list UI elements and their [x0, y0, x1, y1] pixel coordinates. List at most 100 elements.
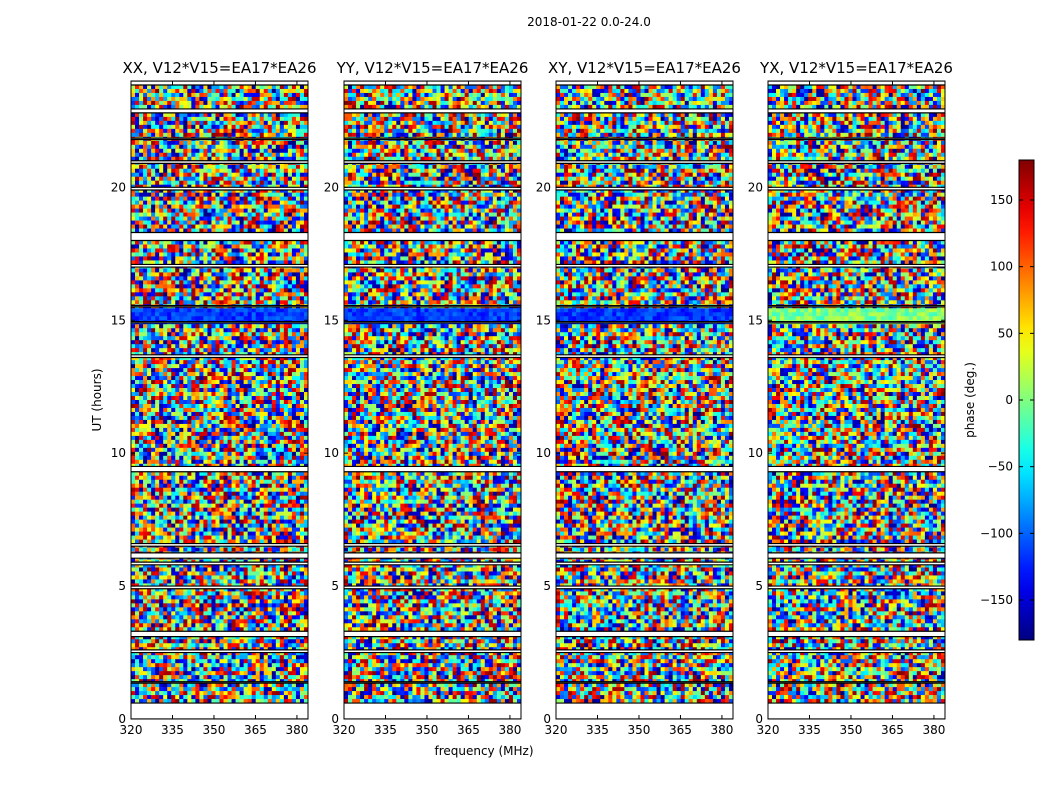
y-tick-label: 20 [111, 180, 126, 194]
flagged-gap [768, 321, 945, 323]
x-tick-label: 335 [374, 723, 397, 737]
flagged-gap [131, 586, 308, 589]
flagged-gap [768, 562, 945, 565]
panel-yy: YY, V12*V15=EA17*EA26 320 335 350 365 380 0 5 10… [324, 59, 529, 737]
flagged-gap [131, 703, 308, 719]
flagged-gap [344, 108, 521, 113]
x-tick-label: 320 [757, 723, 780, 737]
flagged-gap [344, 631, 521, 637]
flagged-gap [131, 681, 308, 684]
y-tick-label: 5 [331, 579, 339, 593]
colorbar: −150 −100 −50 0 50 100 150 [980, 159, 1035, 641]
x-tick-label: 365 [244, 723, 267, 737]
flagged-gap [556, 321, 733, 323]
flagged-gap [344, 681, 521, 684]
x-tick-label: 365 [457, 723, 480, 737]
flagged-gap [344, 160, 521, 164]
x-axis-label: frequency (MHz) [434, 744, 533, 758]
flagged-gap [556, 108, 733, 113]
y-tick-label: 0 [755, 712, 763, 726]
axes-frame [343, 80, 522, 720]
flagged-gap [556, 631, 733, 637]
flagged-gap [344, 232, 521, 241]
flagged-gap [344, 586, 521, 589]
x-tick-label: 365 [881, 723, 904, 737]
flagged-gap [556, 649, 733, 653]
flagged-gap [556, 232, 733, 241]
y-tick-label: 10 [111, 446, 126, 460]
x-tick-label: 350 [840, 723, 863, 737]
panel-title: YX, V12*V15=EA17*EA26 [759, 59, 953, 77]
x-tick-label: 320 [545, 723, 568, 737]
y-tick-label: 20 [536, 180, 551, 194]
flagged-gap [131, 81, 308, 85]
colorbar-tick-label: −50 [988, 460, 1013, 474]
flagged-gap [768, 586, 945, 589]
x-tick-label: 365 [669, 723, 692, 737]
flagged-gap [768, 543, 945, 547]
phase-heatmap [131, 81, 308, 719]
flagged-gap [556, 552, 733, 559]
y-tick-label: 15 [111, 313, 126, 327]
flagged-gap [131, 187, 308, 190]
flagged-gap [768, 108, 945, 113]
flagged-gap [768, 703, 945, 719]
axes-frame [555, 80, 734, 720]
panel-title: YY, V12*V15=EA17*EA26 [336, 59, 529, 77]
flagged-gap [131, 543, 308, 547]
axes-frame [130, 80, 309, 720]
colorbar-label: phase (deg.) [963, 362, 977, 438]
colorbar-tick-label: −100 [980, 526, 1013, 540]
flagged-gap [556, 703, 733, 719]
flagged-gap [344, 543, 521, 547]
colorbar-tick-label: 150 [990, 193, 1013, 207]
flagged-gap [131, 552, 308, 559]
flagged-gap [768, 138, 945, 140]
panel-title: XX, V12*V15=EA17*EA26 [122, 59, 316, 77]
flagged-gap [131, 232, 308, 241]
x-tick-label: 380 [285, 723, 308, 737]
flagged-gap [344, 81, 521, 85]
panel-title: XY, V12*V15=EA17*EA26 [548, 59, 741, 77]
flagged-gap [556, 305, 733, 307]
flagged-gap [768, 466, 945, 472]
flagged-gap [344, 703, 521, 719]
y-tick-label: 10 [324, 446, 339, 460]
panel-yx: YX, V12*V15=EA17*EA26 320 335 350 365 380 0 5 10… [748, 59, 953, 737]
flagged-gap [344, 321, 521, 323]
flagged-gap [556, 160, 733, 164]
x-tick-label: 320 [333, 723, 356, 737]
flagged-gap [768, 354, 945, 358]
flagged-gap [768, 305, 945, 307]
flagged-gap [556, 562, 733, 565]
flagged-gap [556, 586, 733, 589]
figure-suptitle: 2018-01-22 0.0-24.0 [527, 15, 651, 29]
y-tick-label: 0 [543, 712, 551, 726]
flagged-gap [344, 138, 521, 140]
flagged-gap [768, 264, 945, 268]
flagged-gap [556, 81, 733, 85]
x-tick-label: 380 [710, 723, 733, 737]
x-tick-label: 350 [416, 723, 439, 737]
flagged-gap [131, 138, 308, 140]
flagged-gap [344, 649, 521, 653]
flagged-gap [131, 108, 308, 113]
x-tick-label: 335 [586, 723, 609, 737]
x-tick-label: 335 [161, 723, 184, 737]
axes-frame [767, 80, 946, 720]
colorbar-tick-label: 50 [998, 326, 1013, 340]
y-tick-label: 15 [324, 313, 339, 327]
x-tick-label: 350 [628, 723, 651, 737]
flagged-gap [344, 354, 521, 358]
phase-heatmap [768, 81, 945, 719]
flagged-gap [556, 354, 733, 358]
flagged-gap [131, 562, 308, 565]
x-tick-label: 335 [798, 723, 821, 737]
flagged-gap [131, 354, 308, 358]
phase-heatmap [344, 81, 521, 719]
y-tick-label: 5 [118, 579, 126, 593]
flagged-gap [768, 187, 945, 190]
x-tick-label: 350 [203, 723, 226, 737]
y-tick-label: 0 [331, 712, 339, 726]
